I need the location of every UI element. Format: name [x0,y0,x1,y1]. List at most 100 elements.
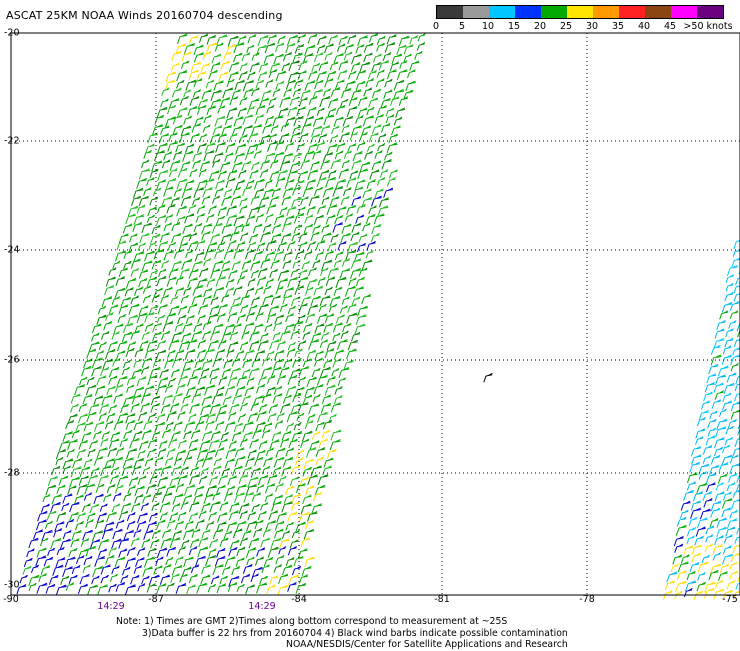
wind-barb [197,546,209,558]
wind-barb [233,285,243,296]
wind-barb [216,34,228,46]
wind-barb [278,132,290,144]
wind-barb [189,168,198,178]
wind-barb [141,429,152,440]
wind-barb [242,358,252,369]
wind-barb [104,285,114,296]
wind-barb [125,277,137,289]
wind-barb [225,177,236,188]
wind-barb [279,330,291,342]
wind-barb [204,420,215,431]
wind-barb [357,168,369,180]
wind-barb [244,150,255,161]
wind-barb [180,195,192,207]
wind-barb [176,79,185,89]
wind-barb [136,204,146,214]
wind-barb [306,349,317,360]
wind-barb [235,179,246,190]
wind-barb [281,195,292,206]
wind-barb [180,294,189,304]
wind-barb [139,232,150,244]
wind-barb [171,357,182,368]
wind-barb [343,51,353,61]
wind-barb [209,403,221,415]
wind-barb [313,285,323,296]
wind-barb [332,185,344,197]
wind-barb [304,386,315,398]
wind-barb [351,222,362,233]
wind-barb [385,114,395,124]
wind-barb [290,268,299,278]
wind-barb [252,323,264,335]
wind-barb [284,142,295,152]
wind-barb [211,465,222,476]
wind-barb [277,269,290,281]
wind-barb [188,268,199,280]
wind-barb [735,277,740,286]
wind-barb [342,322,352,333]
wind-barb [733,392,740,402]
wind-barb [138,269,149,279]
wind-barb [275,286,284,295]
wind-barb [100,465,112,477]
wind-barb [236,313,246,324]
wind-barb [373,213,385,225]
wind-barb [232,323,242,334]
lat-label: -20 [4,27,20,39]
wind-barb [339,132,350,143]
wind-barb [210,430,221,441]
wind-barb [351,159,362,170]
wind-barb [252,429,262,439]
wind-barb [363,52,373,63]
wind-barb [314,52,324,62]
wind-barb [692,491,703,502]
wind-barb [190,61,201,73]
wind-barb [282,259,292,270]
wind-barb [376,42,385,52]
wind-barb [703,391,713,402]
wind-barb [260,159,270,170]
wind-barb [191,260,203,272]
wind-barb [220,60,230,71]
wind-barb [255,312,264,321]
wind-barb [714,437,725,448]
wind-barb [279,402,291,414]
wind-barb [726,264,738,277]
legend-swatch [645,6,671,18]
wind-barb [238,70,248,81]
wind-barb [111,296,121,305]
wind-barb [226,521,237,533]
wind-barb [126,546,136,557]
wind-barb [140,393,151,404]
wind-barb [126,384,135,393]
wind-barb [209,501,221,513]
wind-barb [261,89,272,100]
wind-barb [100,574,109,584]
wind-barb [270,537,282,549]
wind-barb [219,161,231,173]
wind-barb [103,493,112,503]
wind-barb [230,195,241,206]
wind-barb [316,313,328,324]
wind-barb [314,484,326,496]
wind-barb [98,538,110,551]
wind-barb [171,222,181,232]
wind-barb [717,365,729,377]
time-label: 14:29 [97,601,125,612]
wind-barb [133,214,145,225]
wind-barb [122,457,134,469]
wind-barb [319,169,330,181]
wind-barb [173,249,184,259]
wind-barb [175,583,187,594]
wind-barb [350,258,362,269]
wind-barb [336,142,346,153]
wind-barb [355,314,367,326]
wind-barb [683,545,694,556]
wind-barb [116,240,127,251]
wind-barb [198,475,208,485]
wind-barb [272,494,283,506]
wind-barb [346,241,359,253]
wind-barb [101,296,113,307]
wind-barb [175,483,185,493]
wind-barb [275,447,286,459]
